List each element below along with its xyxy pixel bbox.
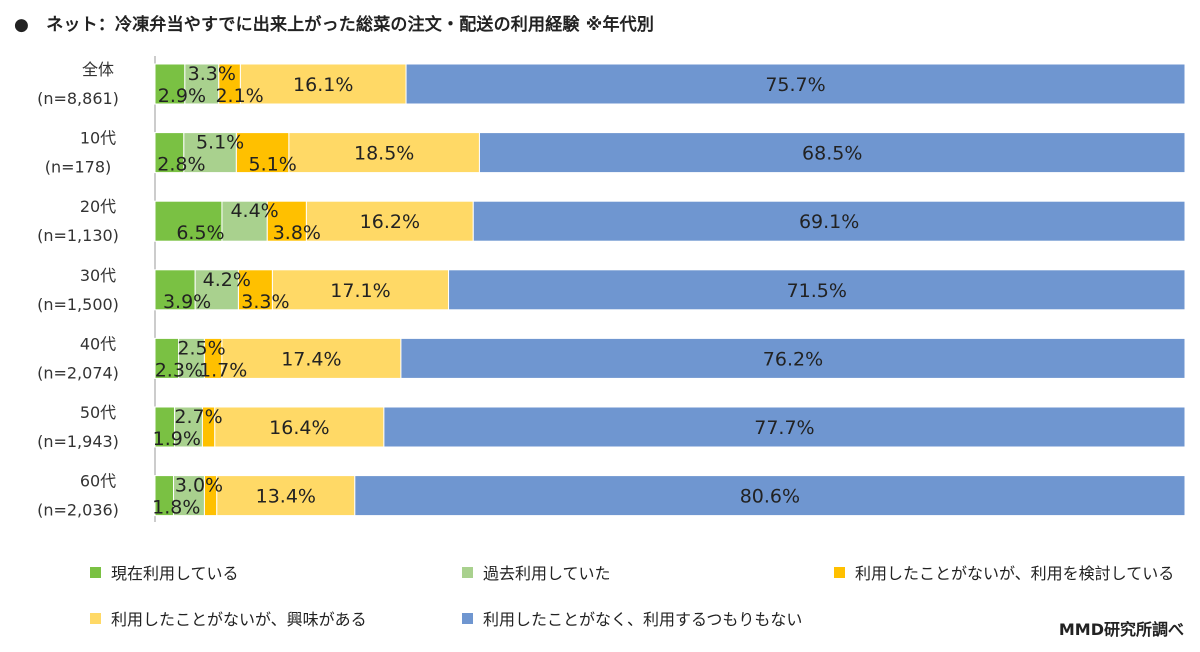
data-label-current: 2.8% <box>157 154 205 176</box>
category-sample-size: (n=1,943) <box>37 432 119 451</box>
bar-segment-interest <box>216 475 356 517</box>
data-label-interest: 17.4% <box>281 348 341 370</box>
data-label-consider: 5.1% <box>248 154 296 176</box>
bar-segment-interest <box>305 200 474 242</box>
bar-segment-past <box>184 63 220 105</box>
data-label-consider: 3.3% <box>241 291 289 313</box>
category-sample-size: (n=8,861) <box>37 89 119 108</box>
bar-segment-current <box>154 200 223 242</box>
bar-segment-consider <box>237 269 273 311</box>
bar-segment-none <box>448 269 1186 311</box>
data-label-past: 3.3% <box>188 63 236 85</box>
data-label-none: 80.6% <box>740 486 800 508</box>
data-label-consider: 1.7% <box>199 359 247 381</box>
bar-segment-past <box>194 269 239 311</box>
data-label-interest: 13.4% <box>256 486 316 508</box>
bar-segment-interest <box>239 63 407 105</box>
data-label-current: 1.9% <box>153 428 201 450</box>
category-label: 60代 <box>80 472 116 491</box>
bar-segment-none <box>383 406 1186 448</box>
bar-segment-current <box>154 132 185 174</box>
bar-segment-none <box>354 475 1186 517</box>
chart-title: ● ネット：冷凍弁当やすでに出来上がった総菜の注文・配送の利用経験 ※年代別 <box>14 15 655 35</box>
category-label: 全体 <box>82 60 114 79</box>
category-label: 20代 <box>80 197 116 216</box>
data-label-past: 4.4% <box>230 200 278 222</box>
data-label-past: 3.0% <box>175 475 223 497</box>
data-label-none: 75.7% <box>765 74 825 96</box>
data-label-interest: 16.4% <box>269 417 329 439</box>
data-label-none: 77.7% <box>754 417 814 439</box>
data-label-past: 5.1% <box>196 132 244 154</box>
category-label: 40代 <box>80 334 116 353</box>
bar-segment-none <box>405 63 1186 105</box>
bar-segment-none <box>478 132 1186 174</box>
bar-segment-current <box>154 269 196 311</box>
category-label: 50代 <box>80 403 116 422</box>
category-label: 10代 <box>80 129 116 148</box>
bar-segment-past <box>183 132 237 174</box>
data-label-consider: 2.1% <box>215 85 263 107</box>
source-credit: MMD研究所調べ <box>1058 620 1184 639</box>
bar-segment-interest <box>271 269 450 311</box>
data-label-interest: 18.5% <box>354 143 414 165</box>
bar-segment-consider <box>235 132 290 174</box>
category-sample-size: (n=1,500) <box>37 295 119 314</box>
data-label-current: 2.9% <box>158 85 206 107</box>
bar-segment-none <box>472 200 1186 242</box>
category-label: 30代 <box>80 266 116 285</box>
category-sample-size: (n=2,074) <box>37 363 119 382</box>
category-sample-size: (n=2,036) <box>37 501 119 520</box>
bar-segment-none <box>400 337 1186 379</box>
category-sample-size: (n=178) <box>45 158 112 177</box>
bar-segment-interest <box>221 337 402 379</box>
data-label-interest: 16.2% <box>360 211 420 233</box>
data-label-past: 4.2% <box>203 269 251 291</box>
data-label-current: 6.5% <box>176 222 224 244</box>
data-label-consider: 3.8% <box>273 222 321 244</box>
data-label-past: 2.7% <box>174 406 222 428</box>
data-label-interest: 16.1% <box>293 74 353 96</box>
data-label-current: 3.9% <box>163 291 211 313</box>
data-label-interest: 17.1% <box>330 280 390 302</box>
bar-segment-interest <box>288 132 480 174</box>
data-label-none: 69.1% <box>799 211 859 233</box>
category-sample-size: (n=1,130) <box>37 226 119 245</box>
data-label-none: 68.5% <box>802 143 862 165</box>
data-label-current: 2.3% <box>155 359 203 381</box>
bar-segment-consider <box>266 200 307 242</box>
bar-segment-past <box>221 200 268 242</box>
data-label-current: 1.8% <box>152 497 200 519</box>
bar-segment-interest <box>214 406 385 448</box>
data-label-none: 76.2% <box>763 348 823 370</box>
data-label-none: 71.5% <box>787 280 847 302</box>
bar-segment-past <box>178 337 205 379</box>
data-label-past: 2.5% <box>177 337 225 359</box>
